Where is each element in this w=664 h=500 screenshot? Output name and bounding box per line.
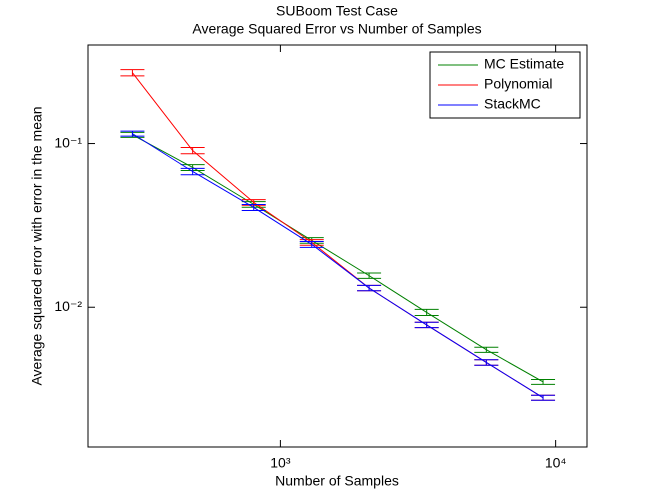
legend-label: MC Estimate — [484, 56, 564, 72]
x-axis-label: Number of Samples — [275, 473, 399, 489]
series-line — [132, 133, 544, 399]
chart-title: SUBoom Test Case — [276, 3, 398, 19]
y-axis-label: Average squared error with error in the … — [29, 106, 45, 385]
legend-label: Polynomial — [484, 76, 552, 92]
plot-frame — [87, 44, 588, 448]
y-tick-label: 10⁻² — [54, 298, 82, 314]
x-tick-label: 10⁴ — [545, 455, 567, 471]
series-line — [132, 134, 544, 383]
y-tick-label: 10⁻¹ — [54, 134, 82, 150]
x-tick-label: 10³ — [270, 455, 291, 471]
chart-subtitle: Average Squared Error vs Number of Sampl… — [192, 21, 481, 37]
legend-label: StackMC — [484, 96, 541, 112]
